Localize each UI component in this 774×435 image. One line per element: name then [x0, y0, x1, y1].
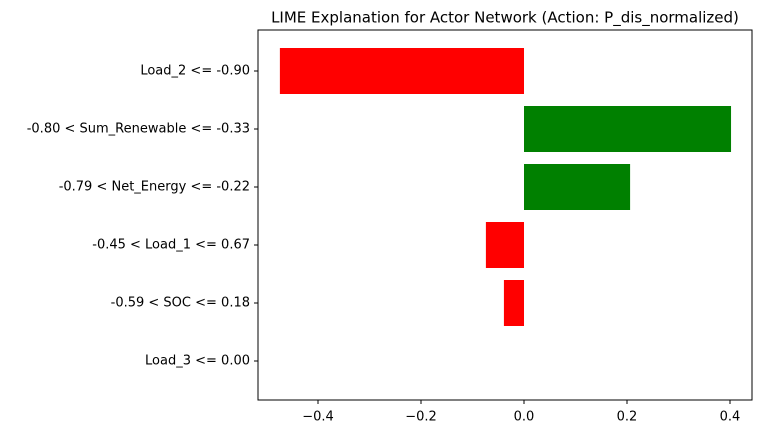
bar — [524, 106, 732, 152]
y-tick-label: -0.59 < SOC <= 0.18 — [111, 296, 250, 311]
y-tick-label: -0.79 < Net_Energy <= -0.22 — [59, 180, 250, 195]
plot-frame — [257, 29, 753, 401]
bar — [524, 164, 631, 210]
x-tick-label: −0.2 — [405, 410, 437, 425]
y-tick-label: -0.45 < Load_1 <= 0.67 — [92, 238, 250, 253]
x-tick-label: 0.2 — [617, 410, 638, 425]
y-tick-label: Load_3 <= 0.00 — [145, 354, 250, 369]
x-tick-label: 0.4 — [720, 410, 741, 425]
y-tick-label: -0.80 < Sum_Renewable <= -0.33 — [27, 122, 250, 137]
y-tick-label: Load_2 <= -0.90 — [140, 64, 250, 79]
bar — [279, 48, 525, 94]
chart-title: LIME Explanation for Actor Network (Acti… — [271, 9, 739, 28]
x-tick-label: −0.4 — [302, 410, 334, 425]
bar — [503, 280, 525, 326]
x-tick-label: 0.0 — [514, 410, 535, 425]
bar — [485, 222, 525, 268]
